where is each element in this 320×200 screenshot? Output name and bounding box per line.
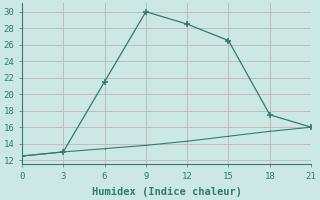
X-axis label: Humidex (Indice chaleur): Humidex (Indice chaleur) — [92, 186, 242, 197]
